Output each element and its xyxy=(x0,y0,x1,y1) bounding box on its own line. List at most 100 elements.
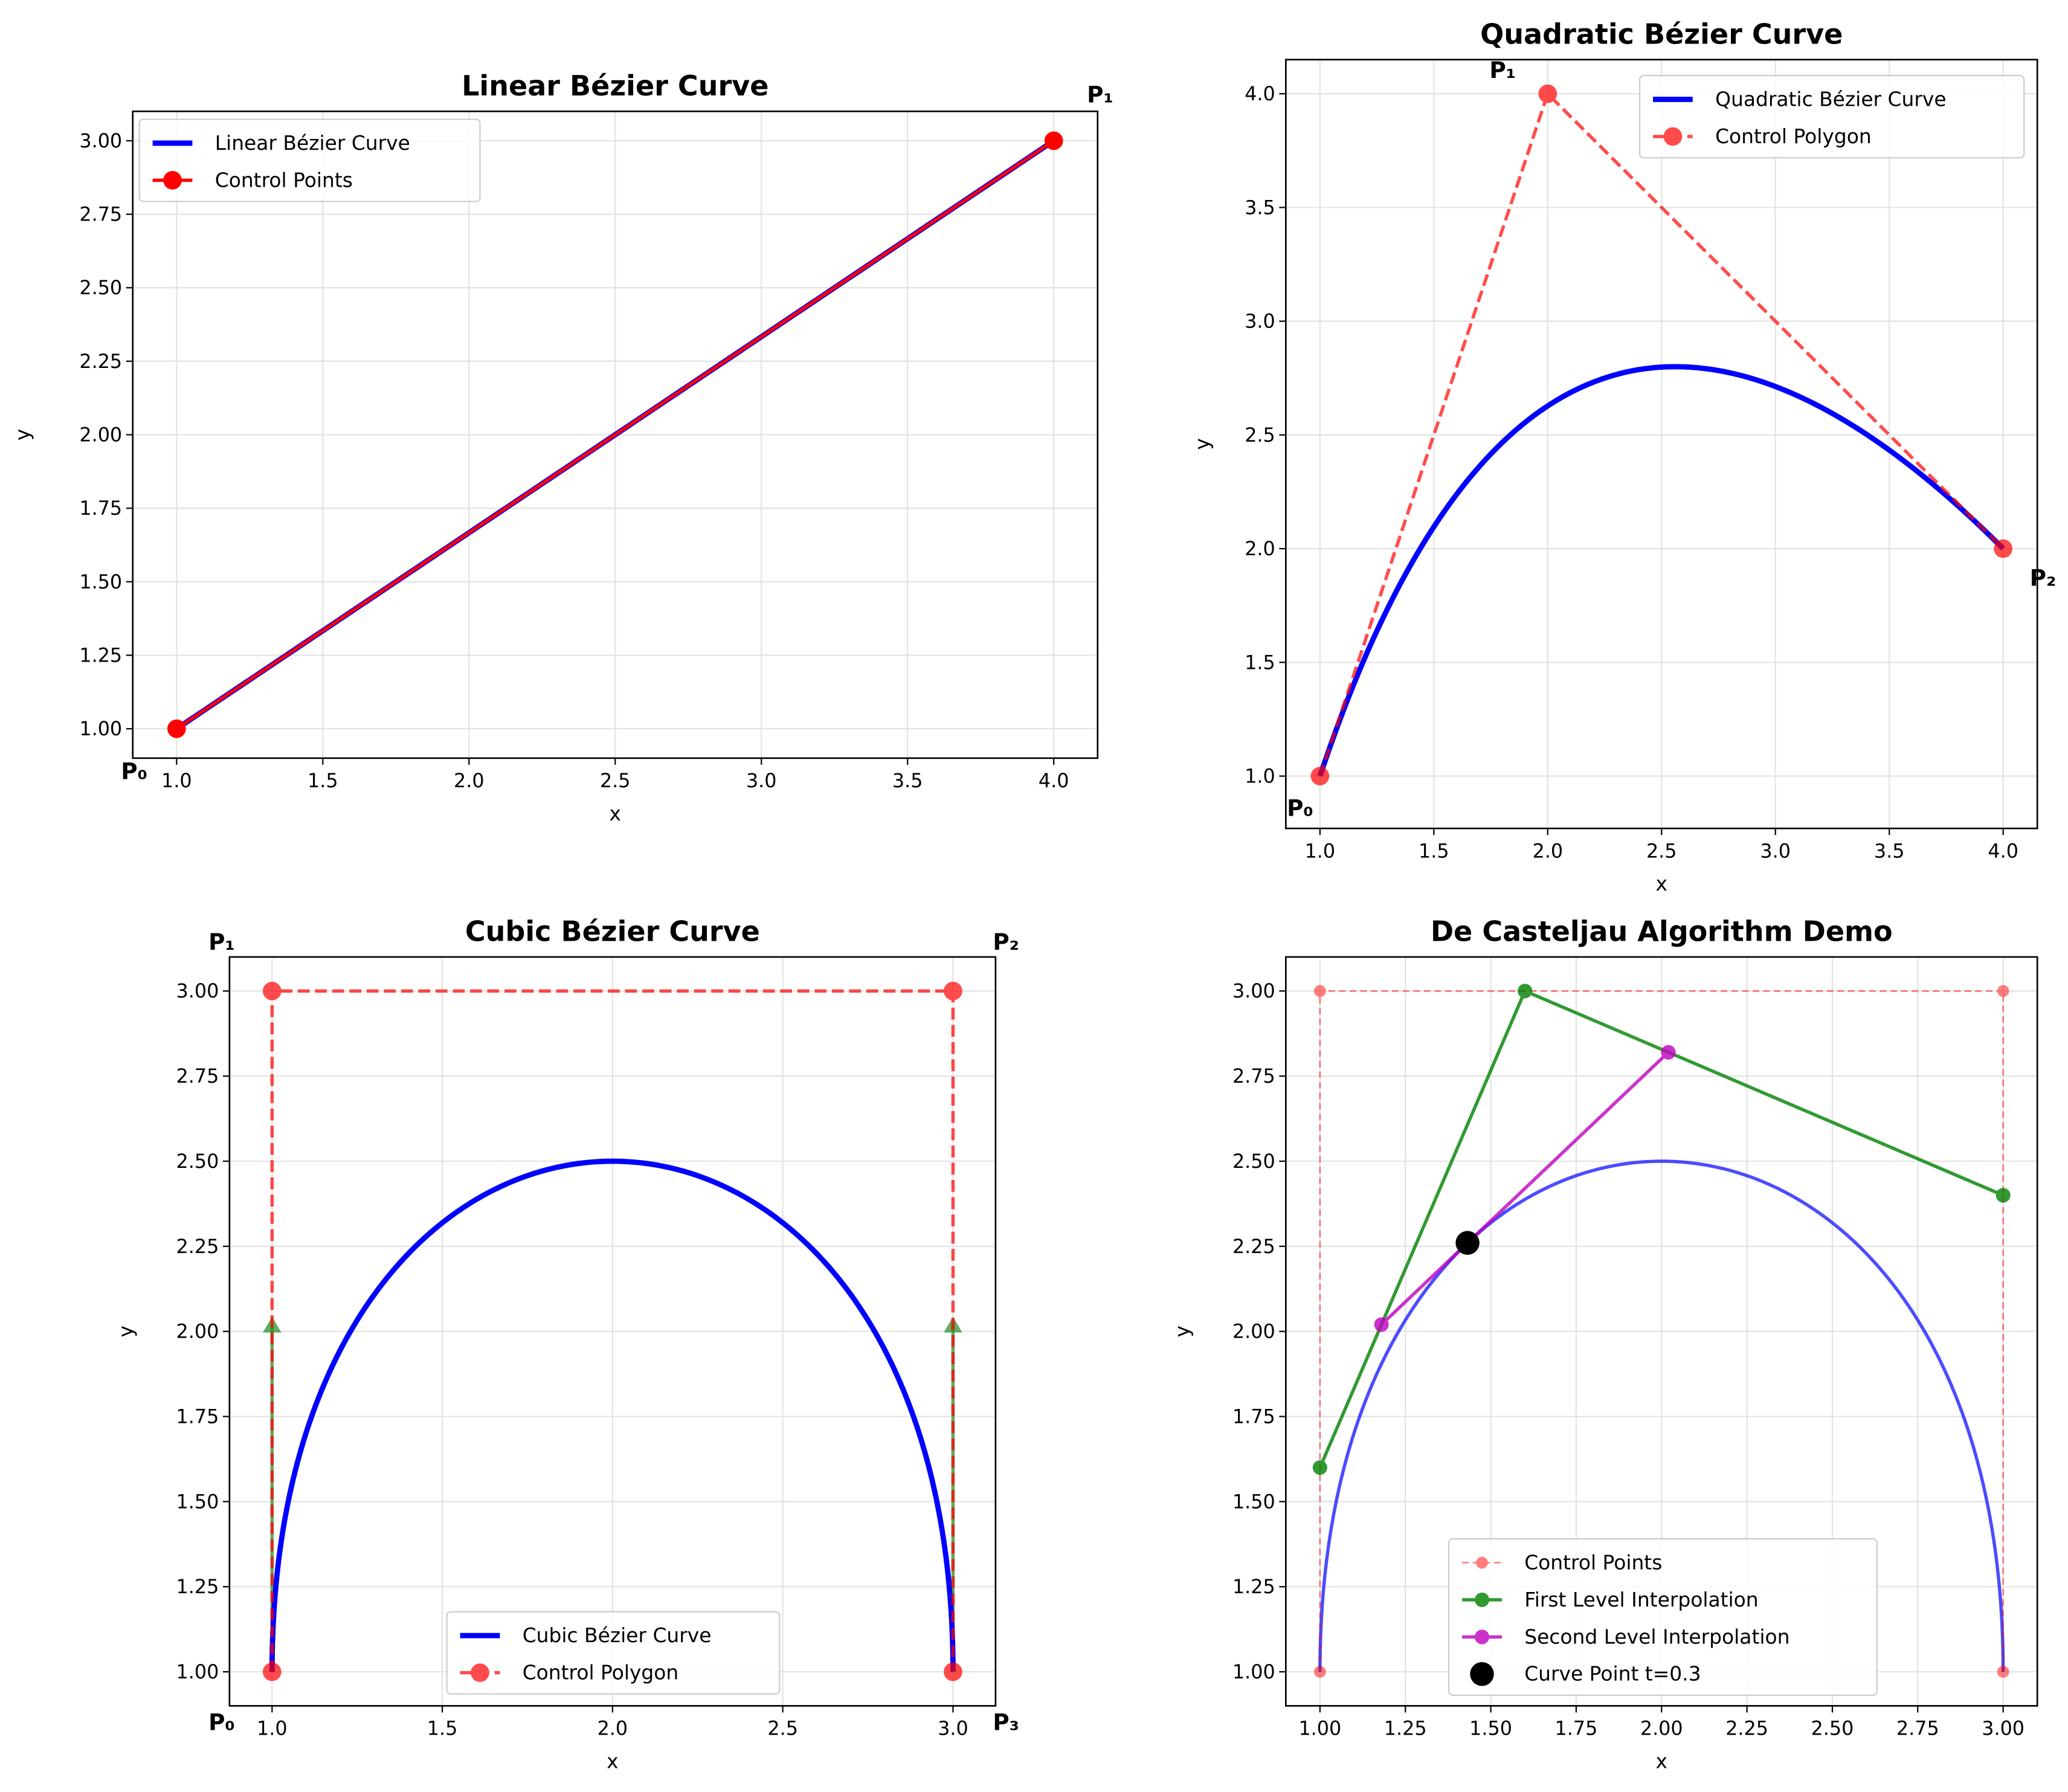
y-tick-label: 2.75 xyxy=(176,1065,219,1088)
y-axis-label: y xyxy=(1170,1326,1194,1337)
y-tick-label: 1.75 xyxy=(79,497,122,520)
point-label-p1: P₁ xyxy=(1489,57,1516,83)
chart-panel-2: 1.0 1.5 2.0 2.5 3.0 3.5 4.0 1.0 1.5 2.0 2.5 3.0 3.5 4… xyxy=(1190,18,2056,895)
legend-label: Linear Bézier Curve xyxy=(215,131,410,155)
y-tick-label: 1.75 xyxy=(176,1405,219,1428)
series-control-points xyxy=(167,131,1063,738)
legend-swatch xyxy=(152,170,193,190)
legend-swatch xyxy=(1462,1556,1502,1569)
point-label-p0: P₀ xyxy=(208,1709,235,1736)
legend-label: Control Polygon xyxy=(1715,124,1872,148)
x-tick-label: 3.0 xyxy=(1760,840,1791,862)
x-axis-label: x xyxy=(1656,1750,1667,1773)
x-tick-label: 1.25 xyxy=(1384,1718,1427,1740)
legend-marker xyxy=(1474,1629,1490,1645)
x-tick-label: 2.25 xyxy=(1725,1718,1768,1740)
y-tick-label: 1.75 xyxy=(1232,1405,1275,1428)
x-tick-label: 2.0 xyxy=(598,1718,628,1740)
x-tick-label: 1.75 xyxy=(1555,1718,1598,1740)
x-tick-label: 2.0 xyxy=(1533,840,1564,862)
legend-frame xyxy=(1448,1538,1878,1696)
point-label-p1: P₁ xyxy=(208,929,235,955)
y-axis-label: y xyxy=(1190,438,1214,450)
point-label-p2: P₂ xyxy=(993,929,1019,955)
y-tick-label: 2.75 xyxy=(1232,1065,1275,1088)
x-tick-label: 4.0 xyxy=(1988,840,2018,862)
x-tick-label: 2.5 xyxy=(1646,840,1677,862)
series-line xyxy=(1318,92,2005,777)
x-tick-label: 1.50 xyxy=(1469,1718,1512,1740)
plot-area xyxy=(167,131,1063,738)
plot-area xyxy=(1310,84,2013,785)
legend: Quadratic Bézier Curve Control Polygon xyxy=(1638,74,2025,159)
legend: Linear Bézier Curve Control Points xyxy=(138,118,481,202)
y-tick-label: 1.00 xyxy=(79,718,122,740)
legend-swatch xyxy=(1652,127,1693,146)
y-tick-label: 3.00 xyxy=(1232,980,1275,1002)
series-cubic-b-zier-curve xyxy=(269,1158,956,1672)
x-tick-label: 3.5 xyxy=(892,770,923,792)
y-tick-label: 2.75 xyxy=(79,204,122,226)
axes-frame xyxy=(1285,956,2038,1707)
point-label-p1: P₁ xyxy=(1087,81,1113,108)
y-tick-label: 3.0 xyxy=(1245,311,1275,333)
legend-swatch xyxy=(460,1663,500,1682)
data-point xyxy=(1994,539,2013,558)
y-axis-label: y xyxy=(11,429,34,440)
x-axis-label: x xyxy=(607,1750,618,1773)
x-tick-label: 1.5 xyxy=(308,770,338,792)
series-curve-point-t-0-3 xyxy=(1455,1231,1480,1255)
legend-label: Control Points xyxy=(1524,1550,1662,1574)
series-second-level-interpolation xyxy=(1374,1045,1676,1332)
data-point xyxy=(1313,985,1326,998)
point-label-p3: P₃ xyxy=(993,1709,1019,1736)
series-bezier-curve xyxy=(1318,1159,2005,1672)
y-tick-label: 1.25 xyxy=(176,1576,219,1598)
chart-title: Cubic Bézier Curve xyxy=(465,915,760,948)
series-line xyxy=(1318,1159,2005,1672)
legend-label: First Level Interpolation xyxy=(1524,1588,1758,1611)
chart-title: Linear Bézier Curve xyxy=(462,69,768,102)
x-tick-label: 1.5 xyxy=(1419,840,1449,862)
legend-label: Quadratic Bézier Curve xyxy=(1715,88,1946,111)
legend-swatch xyxy=(1462,1592,1502,1607)
y-tick-label: 1.0 xyxy=(1245,765,1275,788)
series-line xyxy=(1319,990,2004,1672)
data-point xyxy=(1313,1666,1326,1678)
y-tick-label: 1.50 xyxy=(1232,1491,1275,1513)
x-tick-label: 3.5 xyxy=(1874,840,1905,862)
legend: Control Points First Level Interpolation S… xyxy=(1448,1538,1878,1696)
legend-marker xyxy=(1474,1592,1490,1607)
legend: Cubic Bézier Curve Control Polygon xyxy=(446,1611,781,1695)
legend-label: Control Points xyxy=(215,168,353,192)
x-tick-label: 2.5 xyxy=(600,770,631,792)
y-tick-label: 2.50 xyxy=(79,277,122,299)
x-tick-label: 1.0 xyxy=(257,1718,288,1740)
x-tick-label: 4.0 xyxy=(1039,770,1069,792)
legend-marker xyxy=(1470,1662,1494,1686)
series-control-polygon xyxy=(262,981,962,1681)
plot-area xyxy=(1312,984,2011,1678)
point-label-p0: P₀ xyxy=(121,758,147,785)
data-point xyxy=(1997,1666,2009,1678)
data-point xyxy=(944,1662,962,1681)
data-point xyxy=(1310,767,1330,785)
x-axis-label: x xyxy=(1656,872,1667,895)
legend-marker xyxy=(1663,127,1683,146)
x-tick-label: 2.50 xyxy=(1811,1718,1854,1740)
x-tick-label: 1.0 xyxy=(161,770,192,792)
data-point xyxy=(1997,985,2009,998)
y-tick-label: 2.50 xyxy=(176,1150,219,1173)
series-first-level-interpolation xyxy=(1312,984,2011,1475)
chart-title: De Casteljau Algorithm Demo xyxy=(1431,915,1893,948)
legend-swatch xyxy=(1470,1662,1494,1686)
series-control-polygon xyxy=(1310,84,2013,785)
series-line xyxy=(269,1158,956,1672)
y-tick-label: 1.00 xyxy=(176,1661,219,1683)
y-tick-label: 3.00 xyxy=(176,980,219,1002)
y-tick-label: 2.50 xyxy=(1232,1150,1275,1173)
y-tick-label: 1.00 xyxy=(1232,1661,1275,1683)
x-tick-label: 3.00 xyxy=(1982,1718,2025,1740)
y-tick-label: 2.00 xyxy=(79,424,122,446)
